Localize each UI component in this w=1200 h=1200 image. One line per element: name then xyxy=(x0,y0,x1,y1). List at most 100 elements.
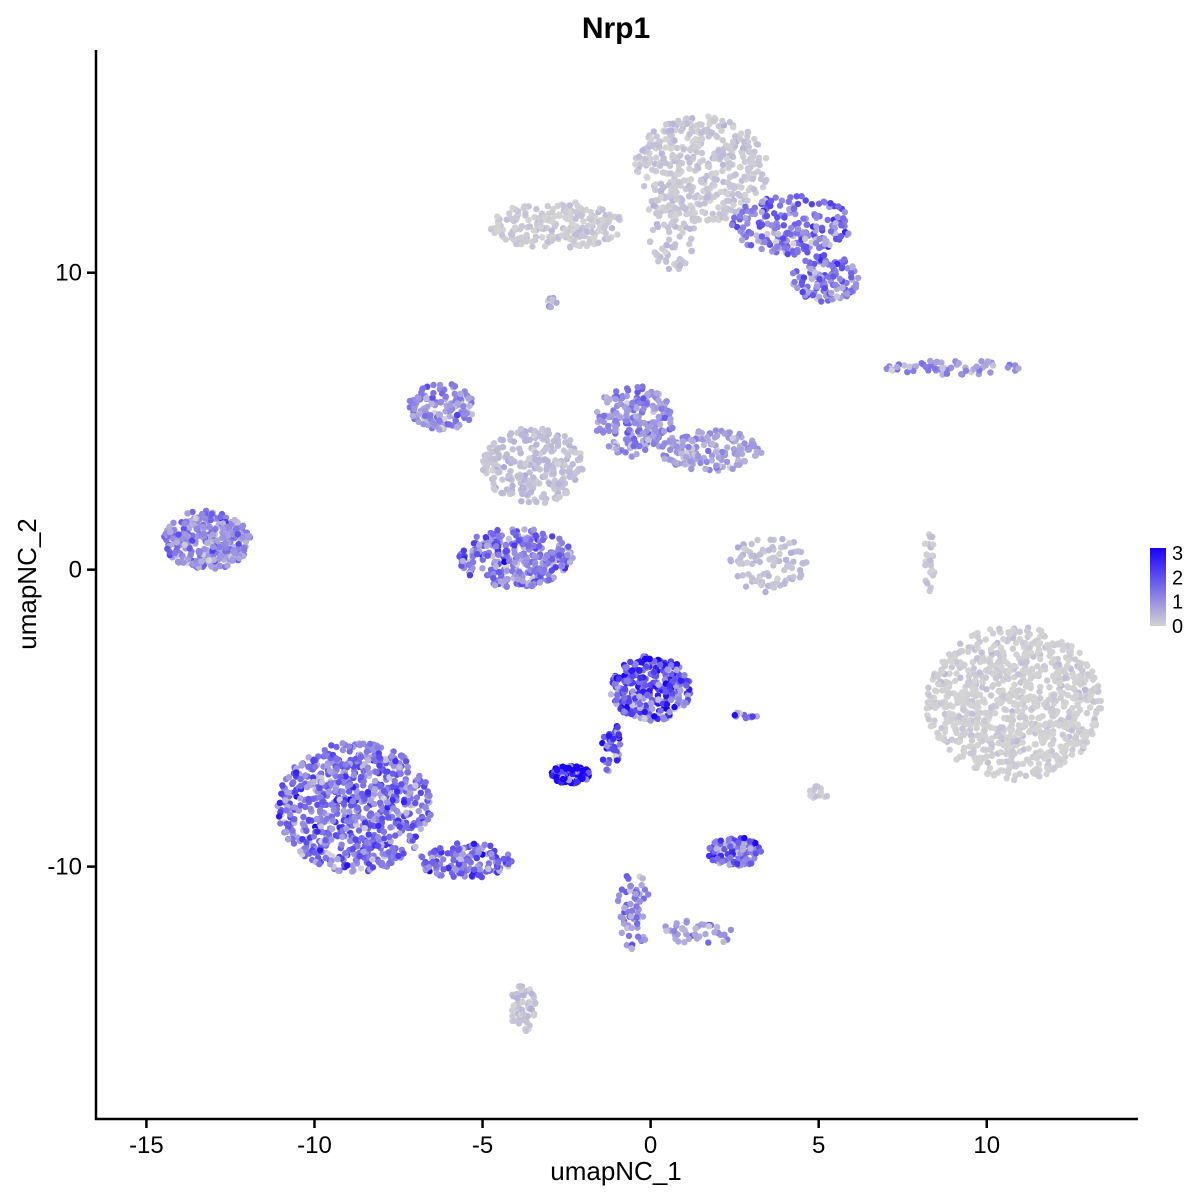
cell-point xyxy=(692,167,699,174)
cell-point xyxy=(539,530,546,537)
cell-point xyxy=(783,245,790,252)
cell-point xyxy=(844,265,851,272)
cell-point xyxy=(939,365,946,372)
cell-point xyxy=(758,233,766,240)
cell-point xyxy=(836,275,844,283)
cell-point xyxy=(980,746,987,753)
cell-point xyxy=(181,541,188,548)
cell-point xyxy=(632,413,640,420)
cell-point xyxy=(415,418,422,425)
cell-point xyxy=(1063,642,1071,650)
cell-point xyxy=(615,731,622,738)
cell-point xyxy=(803,243,810,250)
cell-point xyxy=(774,214,781,221)
cell-point xyxy=(1054,641,1062,648)
cell-point xyxy=(305,816,313,824)
cell-point xyxy=(564,552,571,559)
cell-point xyxy=(959,753,966,760)
cell-point xyxy=(366,845,373,852)
cell-point xyxy=(946,670,953,677)
cell-point xyxy=(442,408,449,415)
cell-point xyxy=(649,226,657,234)
cell-point xyxy=(422,804,429,811)
cell-point xyxy=(679,229,686,236)
cell-point xyxy=(673,196,680,203)
cell-point xyxy=(733,223,741,231)
cell-point xyxy=(930,541,937,548)
cell-point xyxy=(949,703,956,710)
cell-point xyxy=(1000,652,1007,659)
cell-point xyxy=(553,299,560,306)
cell-point xyxy=(1006,764,1013,771)
cell-point xyxy=(749,153,757,160)
cell-point xyxy=(422,858,429,866)
cell-point xyxy=(677,687,684,694)
cell-point xyxy=(781,566,788,574)
cell-point xyxy=(736,560,744,567)
cell-point xyxy=(437,399,444,406)
cell-point xyxy=(564,452,572,459)
cell-point xyxy=(1049,721,1057,728)
cell-point xyxy=(789,270,797,277)
cell-point xyxy=(932,704,939,711)
cell-point xyxy=(727,556,734,563)
cell-point xyxy=(291,804,298,811)
cell-point xyxy=(572,231,580,238)
cell-point xyxy=(633,450,640,458)
cell-point xyxy=(691,209,699,217)
cell-point xyxy=(521,526,528,533)
cell-point xyxy=(235,541,242,548)
cell-point xyxy=(508,430,515,437)
cell-point xyxy=(473,854,480,862)
cell-point xyxy=(741,138,748,146)
cell-point xyxy=(311,763,319,771)
cell-point xyxy=(834,213,841,221)
cell-point xyxy=(1063,742,1070,749)
cell-point xyxy=(929,533,936,541)
cell-point xyxy=(606,211,613,218)
cell-point xyxy=(593,427,601,434)
cell-point xyxy=(991,710,999,717)
cell-point xyxy=(789,248,797,255)
cell-point xyxy=(968,737,976,744)
cell-point xyxy=(505,535,512,543)
cell-point xyxy=(517,425,525,433)
cell-point xyxy=(284,789,291,796)
cell-point xyxy=(820,252,828,259)
cell-point xyxy=(518,431,525,438)
cell-point xyxy=(229,556,236,563)
cell-point xyxy=(471,866,478,873)
cell-point xyxy=(798,193,805,200)
cell-point xyxy=(982,636,989,643)
cell-point xyxy=(365,831,372,838)
cell-point xyxy=(678,159,686,167)
cell-point xyxy=(981,727,988,734)
cell-point xyxy=(730,201,737,209)
cell-point xyxy=(776,557,783,565)
cell-point xyxy=(812,240,820,247)
cell-point xyxy=(1049,740,1056,747)
cell-point xyxy=(1035,714,1042,722)
cell-point xyxy=(565,764,572,772)
cell-point xyxy=(821,284,828,292)
cell-point xyxy=(386,833,393,840)
cell-point xyxy=(729,465,736,472)
cell-point xyxy=(1034,752,1041,759)
cell-point xyxy=(1014,671,1022,678)
cell-point xyxy=(1004,738,1011,745)
cell-point xyxy=(794,248,801,256)
cell-point xyxy=(1010,662,1017,670)
cell-point xyxy=(577,454,584,461)
cell-point xyxy=(635,153,643,160)
cell-point xyxy=(549,533,556,540)
cell-point xyxy=(635,667,643,674)
cell-point xyxy=(726,429,733,436)
cell-point xyxy=(681,672,688,679)
cell-point xyxy=(232,525,240,532)
cell-point xyxy=(655,413,662,421)
cell-point xyxy=(698,121,705,128)
cell-point xyxy=(531,567,538,574)
cell-point xyxy=(642,155,649,162)
cell-point xyxy=(713,462,720,469)
cell-point xyxy=(296,848,304,855)
